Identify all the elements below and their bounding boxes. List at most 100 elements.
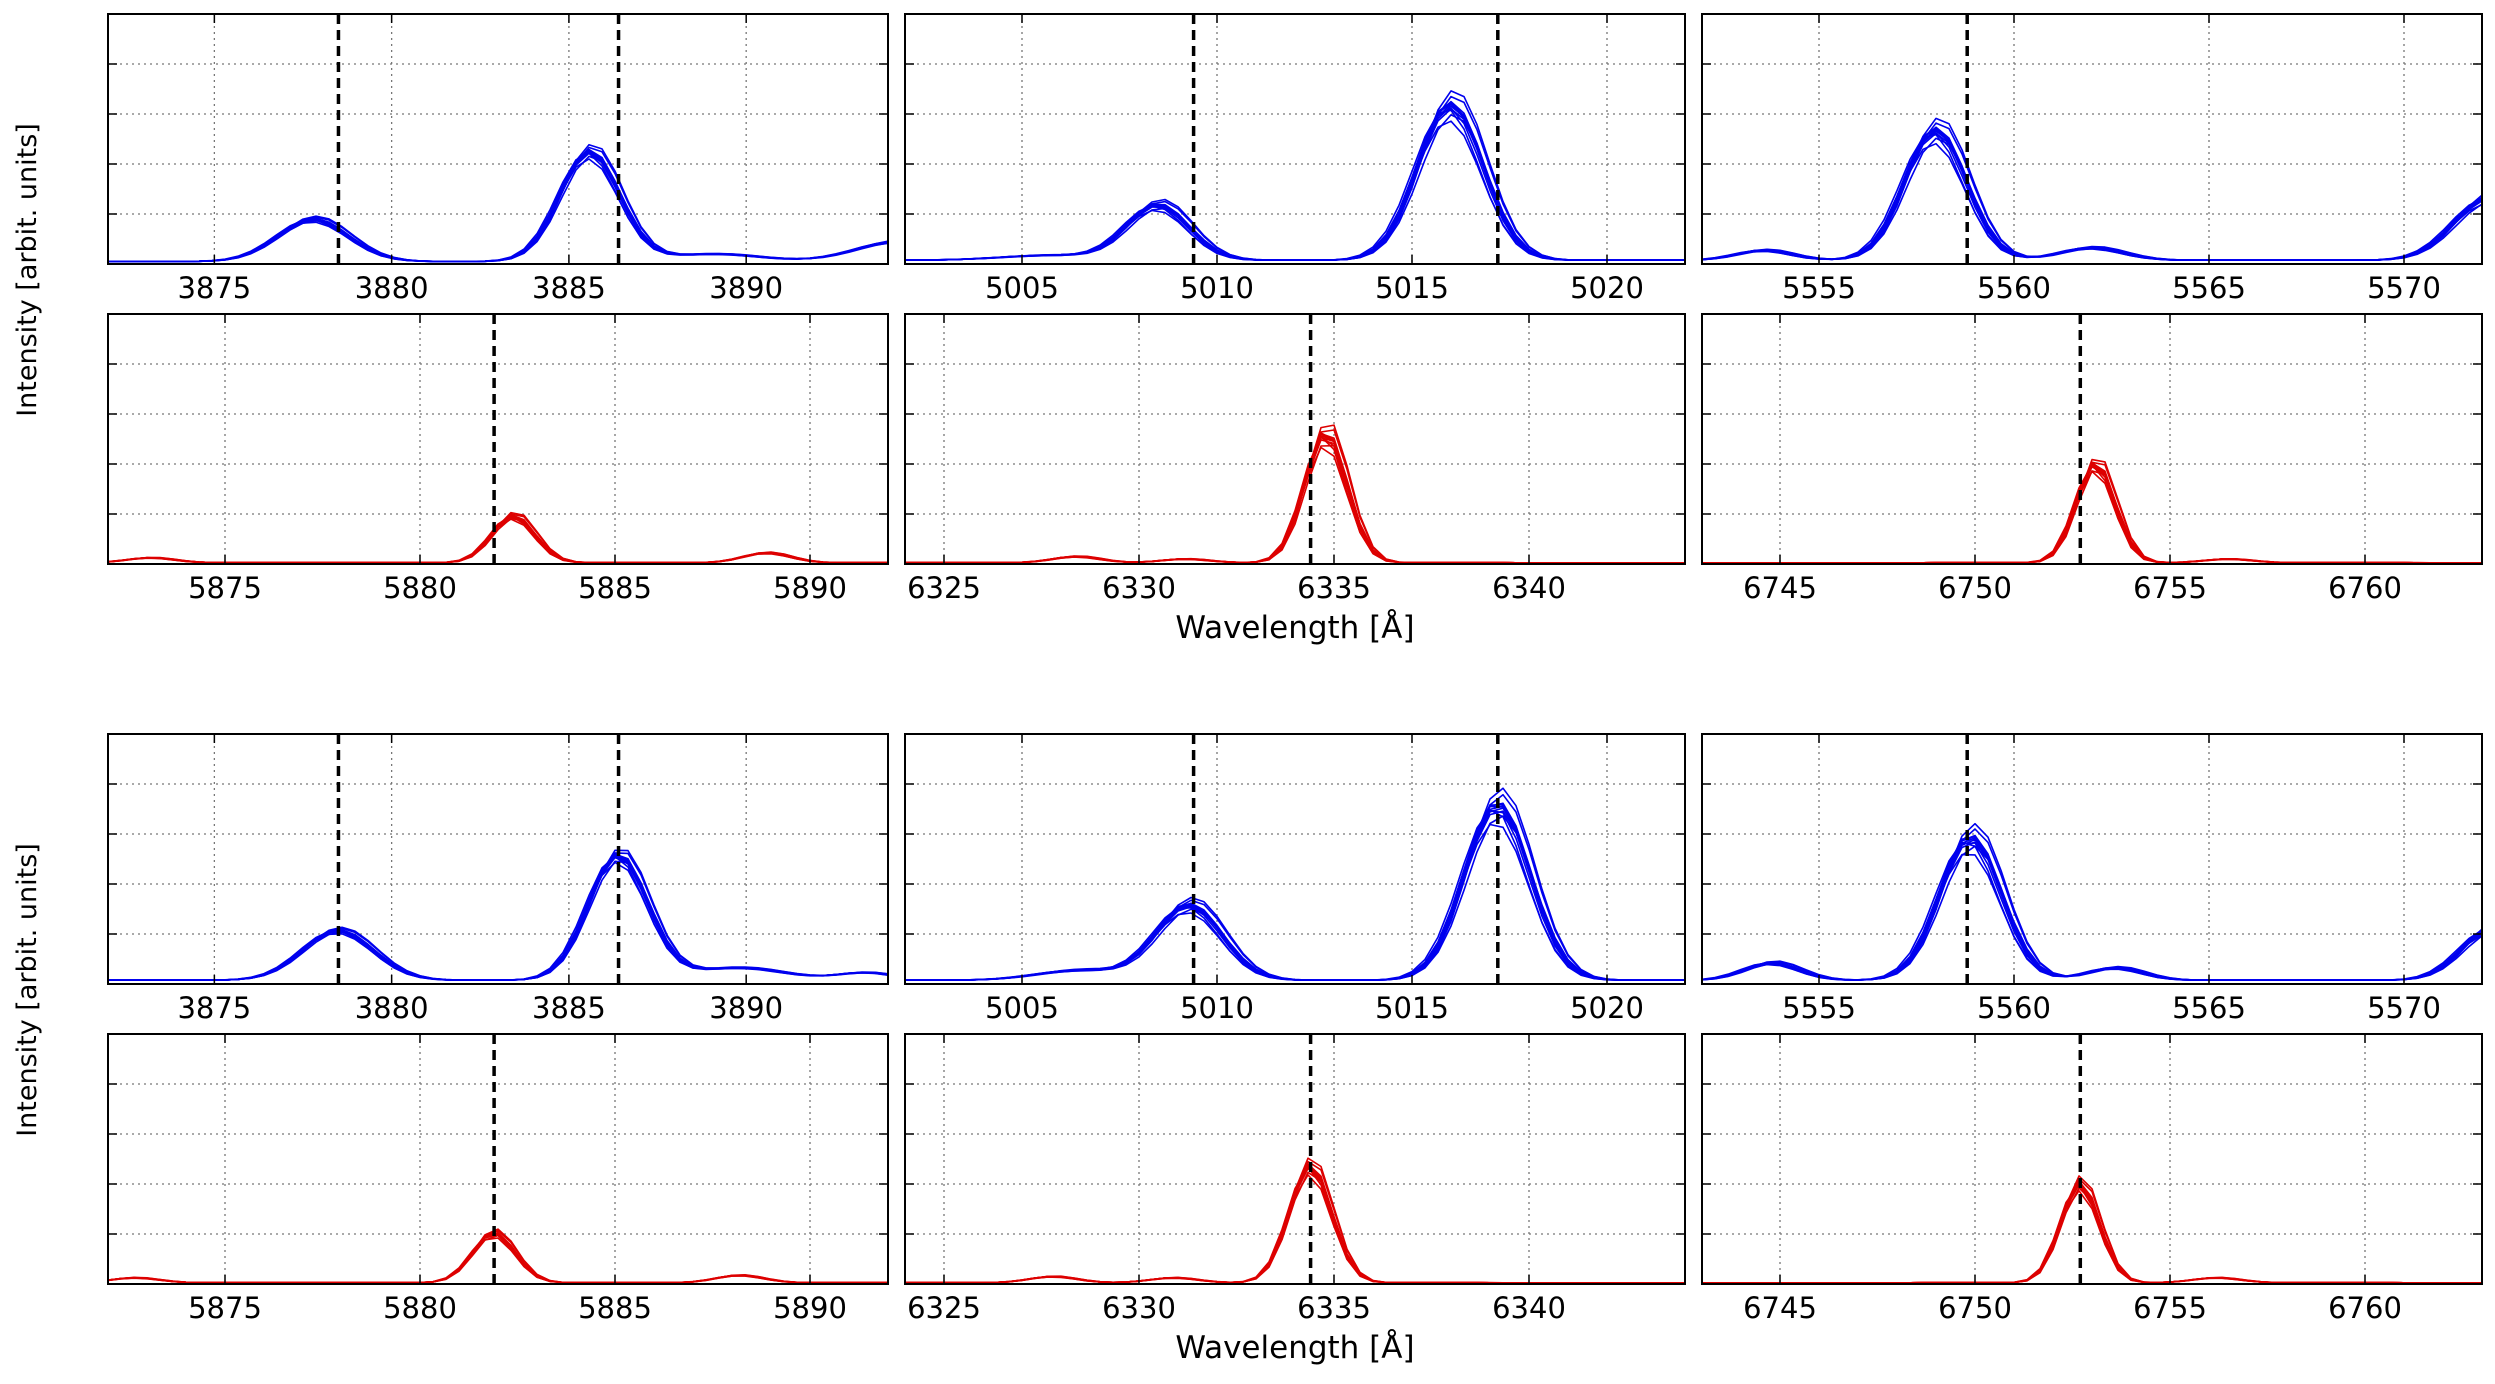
x-tick-label: 5890 — [773, 1291, 847, 1325]
spectrum-line — [108, 1228, 888, 1284]
panel-bottom-red-2: 6325 6330 6335 6340 — [904, 1033, 1686, 1325]
spectrum-line — [1702, 834, 2482, 981]
spectrum-line — [905, 114, 1685, 261]
spectrum-line — [1702, 117, 2482, 261]
spectrum-line — [108, 855, 888, 981]
x-tick-label: 5015 — [1375, 991, 1449, 1025]
spectrum-line — [108, 158, 888, 263]
spectrum-line — [905, 90, 1685, 261]
spectrum-line — [108, 148, 888, 263]
x-tick-label: 6335 — [1297, 1291, 1371, 1325]
spectrum-line — [108, 149, 888, 263]
panel-bottom-red-3: 6745 6750 6755 6760 — [1701, 1033, 2483, 1325]
axes-frame — [107, 313, 889, 565]
ylabel-top: Intensity [arbit. units] — [12, 123, 43, 417]
spectrum-line — [905, 1163, 1685, 1284]
x-tick-label: 6330 — [1102, 571, 1176, 605]
spectrum-line — [905, 1166, 1685, 1284]
spectrum-line — [108, 143, 888, 263]
panel-top-blue-2: 5005 5010 5015 5020 — [904, 13, 1686, 305]
panel-top-red-1: 5875 5880 5885 5890 — [107, 313, 889, 605]
x-tick-label: 5880 — [383, 1291, 457, 1325]
spectrum-line — [108, 853, 888, 981]
spectrum-line — [905, 432, 1685, 564]
x-tick-label: 6340 — [1492, 1291, 1566, 1325]
panel-grid: 3875 3880 3885 3890 5005 5010 5015 5020 5555 5560… — [107, 13, 2483, 1325]
spectrum-line — [905, 429, 1685, 564]
spectrum-line — [905, 1157, 1685, 1284]
x-tick-label: 3875 — [177, 991, 251, 1025]
series-group — [905, 424, 1685, 564]
spectrum-line — [1702, 1175, 2482, 1284]
spectrum-line — [905, 435, 1685, 564]
spectrum-line — [905, 435, 1685, 564]
x-tick-label: 6325 — [907, 571, 981, 605]
x-tick-label: 6340 — [1492, 571, 1566, 605]
x-tick-label: 5875 — [188, 571, 262, 605]
x-tick-label: 3885 — [532, 991, 606, 1025]
spectrum-line — [108, 849, 888, 981]
spectrum-line — [1702, 1178, 2482, 1284]
series-group — [108, 511, 888, 564]
spectrum-line — [1702, 842, 2482, 981]
x-tick-label: 5015 — [1375, 271, 1449, 305]
series-group — [1702, 1175, 2482, 1284]
panel-bottom-blue-2: 5005 5010 5015 5020 — [904, 733, 1686, 1025]
xlabel-bottom: Wavelength [Å] — [1175, 1330, 1414, 1366]
axes-frame — [904, 313, 1686, 565]
x-tick-label: 5560 — [1977, 991, 2051, 1025]
x-tick-label: 5880 — [383, 571, 457, 605]
axes-frame — [904, 1033, 1686, 1285]
x-tick-label: 5565 — [2172, 271, 2246, 305]
spectrum-line — [1702, 822, 2482, 981]
series-group — [1702, 458, 2482, 564]
x-tick-label: 3880 — [355, 271, 429, 305]
spectrum-line — [905, 1163, 1685, 1284]
x-tick-label: 5020 — [1570, 991, 1644, 1025]
x-tick-label: 5010 — [1180, 271, 1254, 305]
spectrum-line — [108, 861, 888, 981]
panel-top-blue-1: 3875 3880 3885 3890 — [107, 13, 889, 305]
spectrum-line — [108, 150, 888, 263]
x-tick-label: 6745 — [1743, 571, 1817, 605]
spectrum-line — [905, 424, 1685, 564]
spectrum-line — [905, 439, 1685, 564]
axes-frame — [107, 733, 889, 985]
axes-frame — [1701, 733, 2483, 985]
x-tick-label: 3875 — [177, 271, 251, 305]
panel-top-red-3: 6745 6750 6755 6760 — [1701, 313, 2483, 605]
x-tick-label: 5875 — [188, 1291, 262, 1325]
spectrum-line — [905, 433, 1685, 564]
x-tick-label: 5555 — [1782, 271, 1856, 305]
x-tick-label: 5565 — [2172, 991, 2246, 1025]
x-tick-label: 6750 — [1938, 1291, 2012, 1325]
x-tick-label: 6755 — [2133, 571, 2207, 605]
spectrum-line — [905, 120, 1685, 261]
axes-frame — [107, 1033, 889, 1285]
series-group — [1702, 822, 2482, 981]
spectrum-line — [905, 446, 1685, 564]
spectrum-line — [108, 854, 888, 981]
x-tick-label: 5885 — [578, 1291, 652, 1325]
spectrum-line — [108, 855, 888, 981]
x-tick-label: 6745 — [1743, 1291, 1817, 1325]
spectrum-line — [108, 148, 888, 263]
series-group — [108, 143, 888, 263]
x-tick-label: 5020 — [1570, 271, 1644, 305]
x-tick-label: 6750 — [1938, 571, 2012, 605]
axes-frame — [1701, 13, 2483, 265]
spectrum-line — [1702, 137, 2482, 261]
x-tick-label: 6760 — [2328, 1291, 2402, 1325]
series-group — [108, 1228, 888, 1284]
spectrum-line — [1702, 458, 2482, 564]
spectrum-line — [108, 152, 888, 263]
xlabel-top: Wavelength [Å] — [1175, 610, 1414, 646]
x-tick-label: 3885 — [532, 271, 606, 305]
series-group — [905, 1157, 1685, 1284]
x-tick-label: 5560 — [1977, 271, 2051, 305]
x-tick-label: 5555 — [1782, 991, 1856, 1025]
spectrum-line — [108, 151, 888, 263]
spectrum-line — [1702, 841, 2482, 981]
axes-frame — [1701, 1033, 2483, 1285]
